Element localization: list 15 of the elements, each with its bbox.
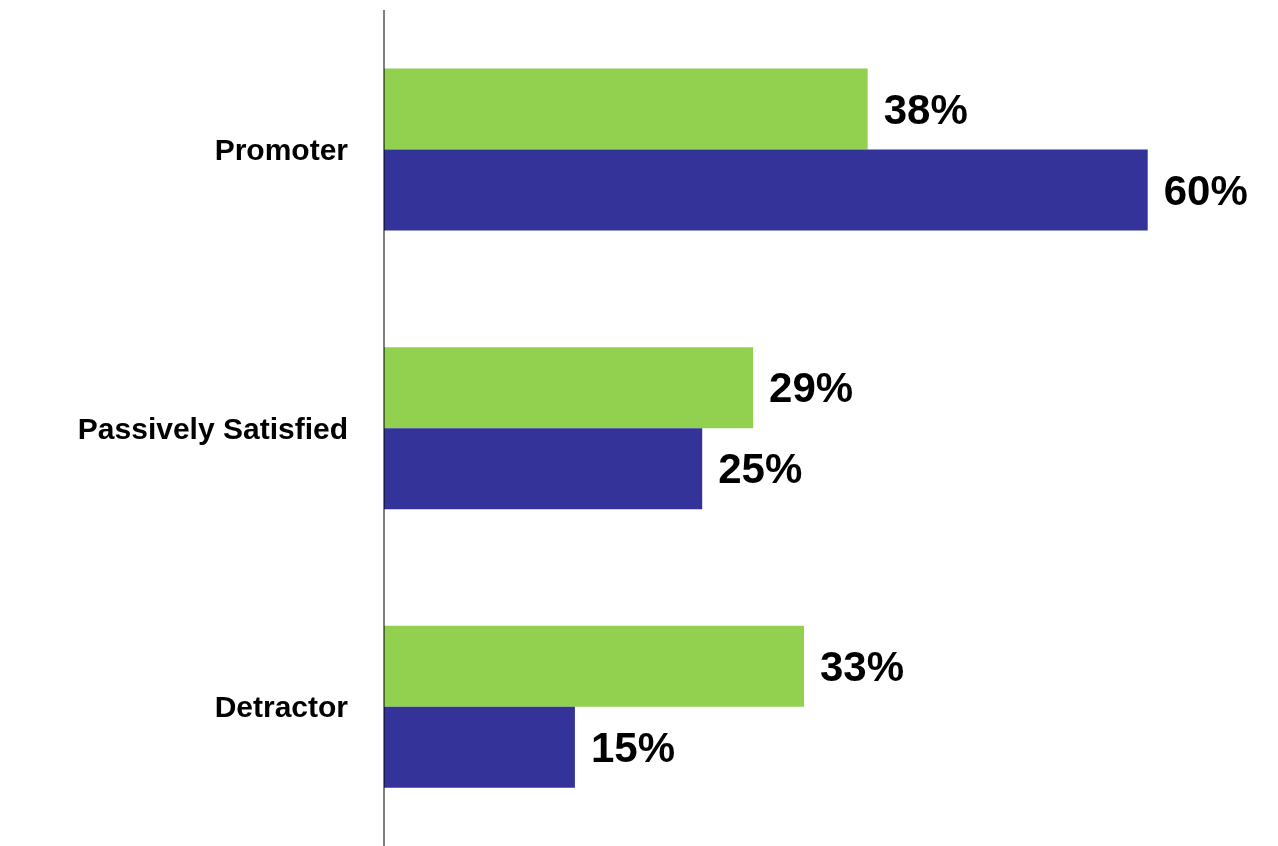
data-label: 15% [590,724,675,772]
y-tick-label: Detractor [214,690,349,724]
y-tick-label: Passively Satisfied [77,411,348,445]
bar [384,347,754,429]
bar [384,149,1148,231]
data-label: 33% [820,643,905,691]
data-label: 60% [1163,166,1248,214]
bar [384,428,703,510]
bar [384,706,575,788]
y-tick-label: Promoter [214,132,349,166]
bar [384,68,868,150]
data-label: 25% [718,445,803,493]
data-label: 38% [883,85,968,133]
data-label: 29% [769,364,854,412]
bar [384,625,805,707]
